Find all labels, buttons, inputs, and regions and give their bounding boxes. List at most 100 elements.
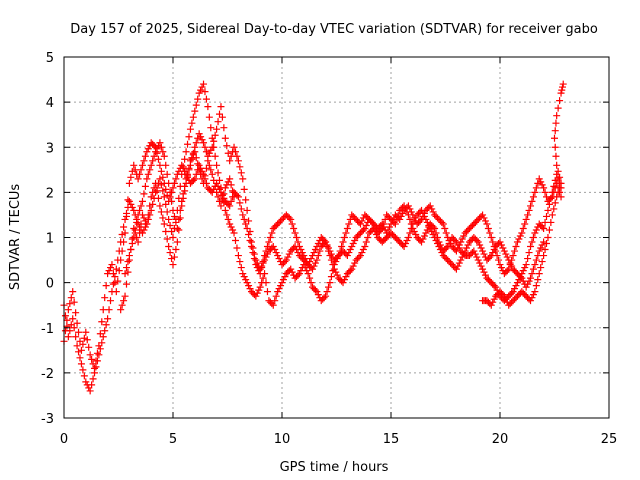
data-point	[442, 244, 450, 252]
data-point	[525, 206, 533, 214]
data-point	[226, 157, 234, 165]
data-point	[249, 244, 257, 252]
data-point	[406, 215, 414, 223]
data-point	[149, 188, 157, 196]
data-point	[532, 184, 540, 192]
data-point	[535, 175, 543, 183]
data-point	[153, 187, 161, 195]
data-point	[325, 283, 333, 291]
data-point	[481, 217, 489, 225]
data-point	[422, 229, 430, 237]
data-point	[95, 351, 103, 359]
data-point	[82, 328, 90, 336]
data-point	[309, 252, 317, 260]
data-point	[112, 288, 120, 296]
data-point	[511, 247, 519, 255]
data-point	[345, 220, 353, 228]
data-point	[89, 375, 97, 383]
data-point	[202, 95, 210, 103]
data-point	[534, 276, 542, 284]
data-point	[497, 241, 505, 249]
data-point	[294, 238, 302, 246]
data-point	[532, 282, 540, 290]
data-point	[172, 246, 180, 254]
y-tick-label: 4	[46, 96, 54, 111]
data-point	[528, 270, 536, 278]
data-point	[558, 83, 566, 91]
data-point	[101, 294, 109, 302]
data-point	[412, 230, 420, 238]
data-point	[107, 264, 115, 272]
data-point	[236, 258, 244, 266]
data-point	[88, 355, 96, 363]
data-point	[204, 103, 212, 111]
data-point	[179, 194, 187, 202]
data-point	[339, 238, 347, 246]
data-point	[226, 175, 234, 183]
data-point	[304, 270, 312, 278]
data-point	[288, 268, 296, 276]
data-point	[224, 215, 232, 223]
data-point	[509, 252, 517, 260]
data-point	[540, 252, 548, 260]
data-point	[557, 89, 565, 97]
data-point	[166, 221, 174, 229]
data-point	[137, 202, 145, 210]
x-tick-label: 5	[169, 432, 177, 447]
data-point	[544, 206, 552, 214]
data-point	[213, 161, 221, 169]
data-point	[410, 217, 418, 225]
data-point	[63, 316, 71, 324]
data-point	[537, 244, 545, 252]
data-point	[524, 255, 532, 263]
data-point	[509, 288, 517, 296]
data-point	[272, 249, 280, 257]
data-point	[221, 206, 229, 214]
data-point	[444, 234, 452, 241]
data-point	[236, 163, 244, 171]
x-tick-label: 10	[274, 432, 291, 447]
data-point	[532, 256, 540, 264]
data-point	[543, 212, 551, 220]
data-point	[316, 247, 324, 255]
data-point	[362, 238, 370, 246]
data-point	[486, 253, 494, 261]
data-point	[479, 247, 487, 255]
data-point	[80, 372, 88, 380]
data-point	[323, 288, 331, 296]
data-point	[543, 240, 551, 248]
data-point	[333, 271, 341, 279]
data-point	[442, 229, 450, 237]
data-point	[152, 148, 160, 156]
data-point	[64, 306, 72, 314]
data-point	[489, 238, 497, 246]
data-point	[402, 240, 410, 248]
data-point	[418, 206, 426, 214]
data-point	[476, 241, 484, 249]
data-point	[169, 206, 177, 214]
data-point	[551, 127, 559, 135]
data-point	[291, 243, 299, 251]
data-point	[231, 148, 239, 156]
data-point	[345, 249, 353, 257]
data-point	[272, 292, 280, 300]
data-point	[237, 169, 245, 177]
data-point	[480, 214, 488, 222]
data-point	[271, 246, 279, 254]
data-point	[214, 169, 222, 177]
data-point	[165, 179, 173, 187]
data-point	[419, 235, 427, 243]
data-point	[531, 188, 539, 196]
data-point	[234, 157, 242, 165]
series-track-3	[121, 103, 548, 291]
data-point	[218, 113, 226, 121]
data-point	[500, 292, 508, 300]
data-point	[342, 229, 350, 237]
data-point	[269, 243, 277, 251]
data-point	[327, 256, 335, 264]
data-point	[138, 161, 146, 169]
data-point	[159, 148, 167, 156]
data-point	[452, 265, 460, 273]
data-point	[333, 253, 341, 261]
data-point	[463, 244, 471, 252]
